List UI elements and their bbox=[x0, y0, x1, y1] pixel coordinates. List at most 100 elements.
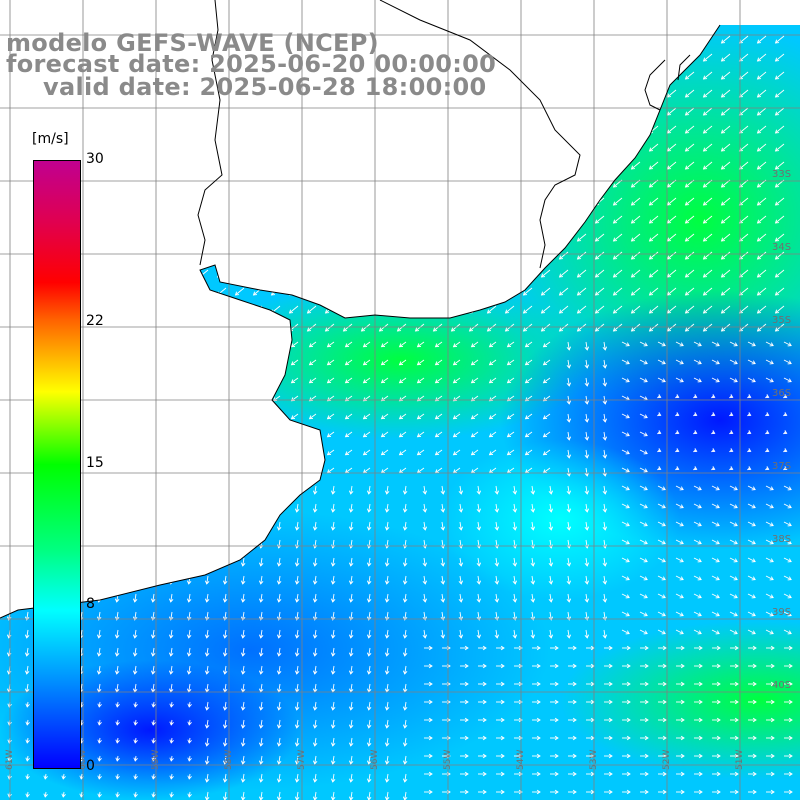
wind-vector-head bbox=[720, 327, 726, 332]
wind-vector bbox=[441, 485, 444, 494]
wind-vector-head bbox=[554, 699, 559, 705]
wind-vector-head bbox=[648, 291, 654, 296]
longitude-label: 56W bbox=[370, 750, 380, 770]
wind-vector-head bbox=[756, 147, 762, 152]
wind-vector bbox=[783, 521, 792, 527]
wind-vector-head bbox=[150, 598, 156, 603]
wind-vector-head bbox=[756, 237, 762, 242]
wind-vector bbox=[296, 575, 299, 584]
wind-vector bbox=[314, 575, 317, 584]
wind-vector bbox=[386, 791, 389, 800]
wind-vector-head bbox=[548, 526, 554, 531]
wind-vector bbox=[386, 719, 389, 728]
wind-vector-head bbox=[384, 580, 390, 585]
wind-vector bbox=[783, 359, 792, 365]
wind-vector bbox=[368, 665, 371, 674]
wind-vector bbox=[693, 611, 702, 617]
wind-vector-head bbox=[752, 789, 757, 795]
wind-vector-head bbox=[402, 490, 408, 495]
wind-vector bbox=[314, 737, 317, 746]
wind-vector-head bbox=[398, 433, 404, 438]
wind-vector bbox=[296, 701, 299, 710]
wind-vector-head bbox=[518, 645, 523, 651]
wind-vector-head bbox=[133, 757, 138, 762]
wind-vector-head bbox=[440, 616, 446, 621]
wind-vector bbox=[747, 359, 756, 365]
wind-vector bbox=[567, 341, 570, 350]
wind-vector bbox=[368, 737, 371, 746]
wind-vector bbox=[206, 719, 209, 728]
wind-vector-head bbox=[734, 645, 739, 651]
wind-vector bbox=[775, 269, 785, 278]
wind-vector-head bbox=[788, 735, 793, 741]
wind-vector-head bbox=[500, 789, 505, 795]
wind-vector bbox=[639, 539, 648, 545]
wind-vector bbox=[523, 323, 533, 332]
wind-vector bbox=[368, 575, 371, 584]
wind-vector-head bbox=[398, 397, 404, 402]
wind-vector-head bbox=[97, 721, 102, 726]
wind-vector bbox=[152, 665, 155, 674]
wind-vector bbox=[363, 341, 371, 348]
wind-vector-head bbox=[476, 598, 482, 603]
wind-vector bbox=[639, 359, 648, 365]
wind-vector-head bbox=[643, 486, 648, 491]
wind-vector-head bbox=[720, 129, 726, 134]
wind-vector bbox=[549, 575, 552, 584]
wind-vector bbox=[765, 539, 774, 545]
wind-vector-head bbox=[348, 706, 354, 711]
wind-vector bbox=[441, 593, 444, 602]
wind-vector bbox=[513, 503, 516, 512]
wind-vector-head bbox=[765, 466, 770, 471]
wind-vector-head bbox=[625, 594, 630, 599]
wind-vector bbox=[26, 611, 29, 620]
wind-vector bbox=[289, 305, 299, 314]
wind-vector bbox=[116, 665, 119, 674]
wind-vector bbox=[577, 251, 587, 260]
colorbar-tick-label: 15 bbox=[86, 454, 104, 471]
wind-vector-head bbox=[666, 237, 672, 242]
wind-vector bbox=[495, 629, 498, 638]
wind-vector bbox=[621, 611, 630, 617]
wind-vector bbox=[765, 593, 774, 599]
wind-vector bbox=[507, 449, 515, 456]
wind-vector-head bbox=[222, 778, 228, 783]
wind-vector bbox=[170, 611, 173, 620]
wind-vector-head bbox=[186, 634, 192, 639]
wind-vector bbox=[423, 611, 426, 620]
wind-vector-head bbox=[584, 598, 590, 603]
wind-vector-head bbox=[366, 724, 372, 729]
wind-vector bbox=[543, 341, 551, 348]
wind-vector-head bbox=[464, 699, 469, 705]
wind-vector bbox=[685, 233, 695, 242]
wind-vector-head bbox=[584, 490, 590, 495]
wind-vector-head bbox=[384, 526, 390, 531]
wind-vector-head bbox=[312, 490, 318, 495]
wind-vector-head bbox=[566, 418, 572, 423]
wind-vector bbox=[621, 341, 630, 347]
wind-vector bbox=[471, 413, 479, 420]
wind-vector-head bbox=[133, 703, 138, 708]
wind-vector-head bbox=[612, 237, 618, 242]
wind-vector bbox=[595, 269, 605, 278]
wind-vector bbox=[649, 323, 659, 332]
wind-vector bbox=[404, 683, 407, 692]
wind-vector-head bbox=[625, 504, 630, 509]
wind-vector bbox=[368, 521, 371, 530]
wind-vector bbox=[721, 161, 731, 170]
wind-vector-head bbox=[422, 616, 428, 621]
wind-vector-head bbox=[697, 342, 702, 347]
wind-vector bbox=[471, 467, 479, 474]
wind-vector-head bbox=[398, 451, 404, 456]
wind-vector-head bbox=[572, 681, 577, 687]
wind-vector bbox=[783, 557, 792, 563]
wind-vector-head bbox=[366, 616, 372, 621]
wind-vector-head bbox=[151, 775, 156, 780]
wind-vector-head bbox=[530, 616, 536, 621]
wind-vector bbox=[224, 611, 227, 620]
wind-vector bbox=[134, 611, 137, 620]
wind-vector-head bbox=[702, 255, 708, 260]
wind-vector-head bbox=[769, 540, 774, 545]
wind-vector bbox=[693, 575, 702, 581]
wind-vector bbox=[685, 215, 695, 224]
